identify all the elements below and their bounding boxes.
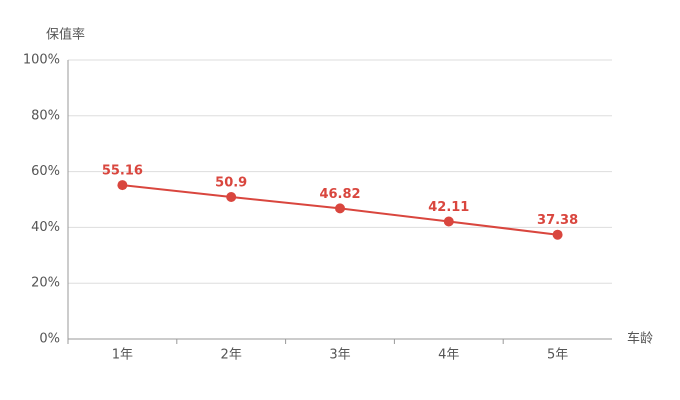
point — [226, 191, 237, 202]
data-label: 55.16 — [102, 164, 143, 179]
x-tick-label: 1年 — [112, 348, 133, 363]
point — [552, 229, 563, 240]
data-label: 50.9 — [215, 175, 247, 190]
x-tick-label: 5年 — [547, 348, 568, 363]
data-label: 37.38 — [537, 213, 578, 228]
data-label: 42.11 — [428, 200, 469, 215]
y-tick-label: 100% — [23, 53, 60, 68]
data-label: 46.82 — [319, 187, 360, 202]
y-tick-label: 20% — [31, 276, 60, 291]
point — [117, 180, 128, 191]
y-tick-label: 60% — [31, 164, 60, 179]
x-tick-label: 3年 — [329, 348, 350, 363]
y-tick-label: 0% — [39, 332, 60, 347]
y-tick-label: 40% — [31, 220, 60, 235]
point — [443, 216, 454, 227]
y-axis-title: 保值率 — [46, 27, 85, 43]
point — [335, 203, 345, 214]
y-tick-label: 80% — [31, 108, 60, 123]
x-tick-label: 4年 — [438, 348, 459, 363]
x-axis-title: 车龄 — [627, 331, 653, 347]
x-tick-label: 2年 — [221, 348, 242, 363]
